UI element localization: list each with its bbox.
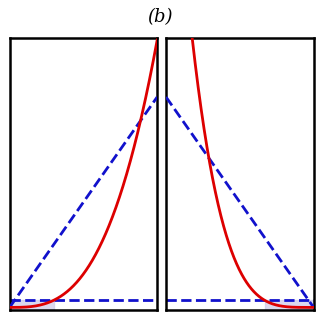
Text: (b): (b) [147, 8, 173, 26]
